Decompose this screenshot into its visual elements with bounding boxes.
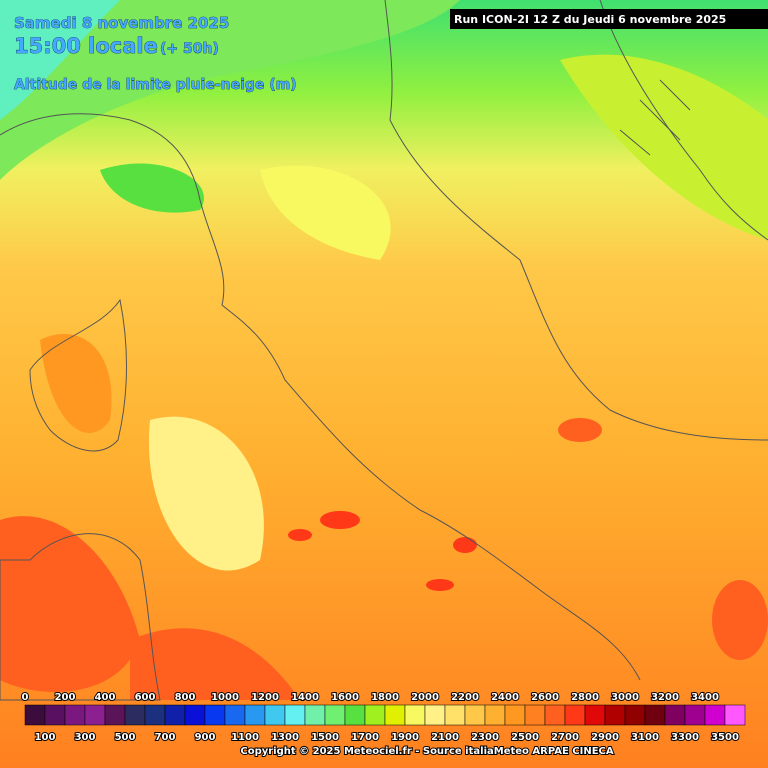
legend-label: 200	[55, 692, 76, 703]
legend-swatch	[664, 704, 686, 726]
legend-label: 3300	[671, 732, 699, 743]
legend-swatch	[424, 704, 446, 726]
legend-swatch	[64, 704, 86, 726]
legend-label: 400	[95, 692, 116, 703]
legend-label: 1100	[231, 732, 259, 743]
legend-swatch	[244, 704, 266, 726]
legend-swatch	[524, 704, 546, 726]
run-box	[450, 9, 768, 29]
legend-swatch	[344, 704, 366, 726]
legend-label: 600	[135, 692, 156, 703]
legend-label: 0	[22, 692, 29, 703]
legend-swatch	[564, 704, 586, 726]
legend: 0 100 200 300 400 500 600 700 800 900 1000 1100 1200…	[21, 691, 746, 744]
legend-swatch	[404, 704, 426, 726]
legend-swatch	[84, 704, 106, 726]
legend-swatch	[544, 704, 566, 726]
legend-swatch	[324, 704, 346, 726]
legend-label: 2300	[471, 732, 499, 743]
legend-label: 2500	[511, 732, 539, 743]
legend-label: 1400	[291, 692, 319, 703]
legend-label: 1500	[311, 732, 339, 743]
legend-label: 1700	[351, 732, 379, 743]
legend-label: 900	[195, 732, 216, 743]
legend-label: 2900	[591, 732, 619, 743]
legend-swatch	[224, 704, 246, 726]
legend-label: 1800	[371, 692, 399, 703]
legend-label: 1200	[251, 692, 279, 703]
legend-label: 1300	[271, 732, 299, 743]
legend-swatch	[624, 704, 646, 726]
legend-label: 2000	[411, 692, 439, 703]
legend-label: 3200	[651, 692, 679, 703]
legend-swatch	[604, 704, 626, 726]
legend-label: 2200	[451, 692, 479, 703]
legend-label: 2800	[571, 692, 599, 703]
legend-label: 3400	[691, 692, 719, 703]
legend-swatch	[304, 704, 326, 726]
legend-swatch	[464, 704, 486, 726]
legend-swatch	[284, 704, 306, 726]
legend-swatch	[204, 704, 226, 726]
legend-swatch	[184, 704, 206, 726]
lead-label: (+ 50h)	[160, 41, 219, 57]
legend-swatch	[704, 704, 726, 726]
legend-swatch	[124, 704, 146, 726]
legend-label: 2100	[431, 732, 459, 743]
legend-swatch	[364, 704, 386, 726]
legend-label: 700	[155, 732, 176, 743]
legend-swatch	[684, 704, 706, 726]
legend-label: 2700	[551, 732, 579, 743]
copyright: Copyright © 2025 Meteociel.fr - Source i…	[240, 746, 614, 757]
legend-label: 1000	[211, 692, 239, 703]
legend-label: 800	[175, 692, 196, 703]
legend-label: 3000	[611, 692, 639, 703]
legend-swatch	[504, 704, 526, 726]
legend-label: 3500	[711, 732, 739, 743]
legend-label: 3100	[631, 732, 659, 743]
legend-swatch	[24, 704, 46, 726]
legend-swatch	[264, 704, 286, 726]
legend-label: 1600	[331, 692, 359, 703]
run-label: Run ICON-2I 12 Z du Jeudi 6 novembre 202…	[454, 13, 726, 26]
legend-label: 300	[75, 732, 96, 743]
legend-swatch	[444, 704, 466, 726]
legend-label: 1900	[391, 732, 419, 743]
legend-label: 2400	[491, 692, 519, 703]
legend-label: 2600	[531, 692, 559, 703]
legend-swatch	[144, 704, 166, 726]
legend-swatch	[44, 704, 66, 726]
legend-swatch	[384, 704, 406, 726]
date-label: Samedi 8 novembre 2025	[14, 14, 229, 32]
legend-swatch	[644, 704, 666, 726]
coastlines	[0, 0, 768, 701]
legend-swatch	[164, 704, 186, 726]
legend-swatch	[584, 704, 606, 726]
legend-label: 500	[115, 732, 136, 743]
legend-swatch	[484, 704, 506, 726]
parameter-label: Altitude de la limite pluie-neige (m)	[14, 77, 297, 93]
legend-label: 100	[35, 732, 56, 743]
legend-swatch	[104, 704, 126, 726]
field-areas	[0, 0, 768, 700]
legend-swatch	[724, 704, 746, 726]
time-label: 15:00 locale	[14, 34, 158, 58]
